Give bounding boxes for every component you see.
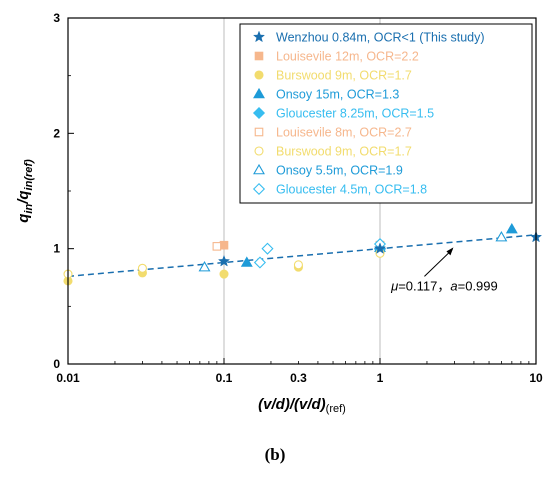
legend-marker-circle <box>254 70 264 80</box>
data-point-circle <box>293 260 303 270</box>
fit-line <box>67 234 537 278</box>
legend-label: Louisevile 12m, OCR=2.2 <box>276 50 419 64</box>
legend-label: Onsoy 5.5m, OCR=1.9 <box>276 164 403 178</box>
figure-caption: (b) <box>264 445 286 464</box>
data-point-square <box>219 240 229 250</box>
y-tick-label: 2 <box>53 126 60 140</box>
axis-ticks: 0.01 0.1 1 10 0.3 0 1 2 3 <box>53 11 543 385</box>
legend-marker-square <box>254 127 264 137</box>
legend-label: Louisevile 8m, OCR=2.7 <box>276 126 412 140</box>
data-point-circle <box>137 263 147 273</box>
legend-label: Burswood 9m, OCR=1.7 <box>276 145 412 159</box>
legend-marker-diamond <box>252 106 266 120</box>
annotation-arrow-line <box>424 249 453 277</box>
axis-labels: (v/d)/(v/d)(ref) qin/qin(ref) <box>15 159 346 415</box>
data-point-star <box>217 254 231 267</box>
x-tick-label: 0.1 <box>216 371 233 385</box>
chart: μ=0.117，a=0.999 0.01 0.1 1 10 0.3 0 1 2 3 (v/d)/… <box>15 11 543 415</box>
legend-marker-triangle <box>253 163 265 175</box>
x-axis-label: (v/d)/(v/d)(ref) <box>258 396 346 415</box>
legend-marker-diamond <box>252 182 266 196</box>
legend-marker-star <box>252 30 266 43</box>
legend-marker-square <box>254 51 264 61</box>
legend: Wenzhou 0.84m, OCR<1 (This study) Louisev… <box>239 23 533 204</box>
fit-line-layer <box>67 234 537 278</box>
annotation-arrowhead <box>446 247 454 256</box>
x-tick-label: 0.3 <box>290 371 307 385</box>
data-point-triangle <box>240 256 253 267</box>
y-tick-label: 3 <box>53 11 60 25</box>
legend-label: Burswood 9m, OCR=1.7 <box>276 69 412 83</box>
x-tick-label: 1 <box>377 371 384 385</box>
legend-marker-triangle <box>253 87 265 99</box>
data-point-square <box>212 242 222 251</box>
data-point-triangle <box>505 222 518 234</box>
y-tick-label: 1 <box>53 242 60 256</box>
data-point-diamond <box>253 256 266 269</box>
y-axis-label: qin/qin(ref) <box>15 159 35 223</box>
data-point-triangle <box>495 231 508 242</box>
legend-label: Gloucester 4.5m, OCR=1.8 <box>276 183 427 197</box>
x-tick-label: 10 <box>529 371 543 385</box>
data-markers <box>63 222 543 286</box>
legend-label: Gloucester 8.25m, OCR=1.5 <box>276 107 434 121</box>
data-point-triangle <box>198 261 211 272</box>
annotation-layer: μ=0.117，a=0.999 <box>390 247 498 293</box>
data-point-star <box>373 242 387 254</box>
x-tick-label: 0.01 <box>56 371 80 385</box>
y-tick-label: 0 <box>53 357 60 371</box>
legend-label: Onsoy 15m, OCR=1.3 <box>276 88 399 102</box>
legend-box <box>239 23 533 204</box>
data-point-circle <box>219 269 229 279</box>
legend-marker-circle <box>254 146 264 156</box>
data-point-diamond <box>261 242 274 255</box>
legend-label: Wenzhou 0.84m, OCR<1 (This study) <box>276 31 485 45</box>
annotation-text: μ=0.117，a=0.999 <box>390 278 498 293</box>
